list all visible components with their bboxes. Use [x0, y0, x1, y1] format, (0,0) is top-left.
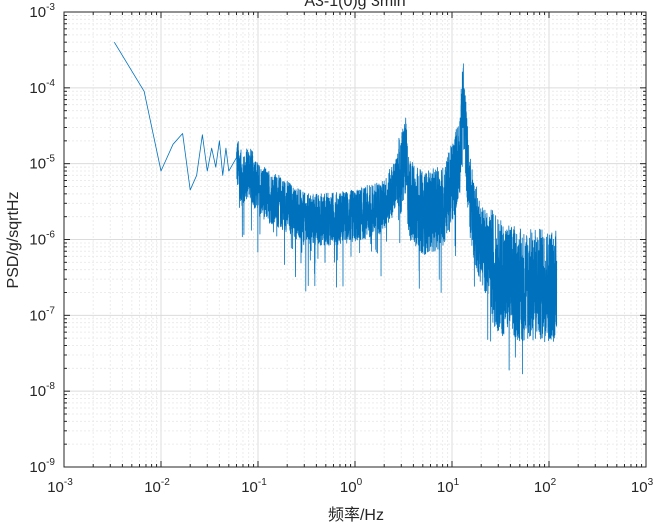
x-tick-label: 101: [437, 477, 460, 496]
y-tick-label: 10-8: [29, 381, 55, 400]
x-axis-label: 频率/Hz: [328, 506, 384, 524]
x-tick-label: 10-2: [144, 477, 170, 496]
y-tick-label: 10-5: [29, 154, 55, 173]
x-tick-label: 10-1: [241, 477, 267, 496]
y-axis-label: PSD/g/sqrtHz: [5, 192, 22, 289]
x-tick-label: 10-3: [47, 477, 73, 496]
data-layer: [113, 41, 558, 375]
y-tick-label: 10-9: [29, 457, 55, 476]
y-tick-label: 10-7: [29, 305, 55, 324]
y-tick-label: 10-6: [29, 230, 55, 249]
tick-labels: 10-3 10-2 10-1 100 101 102 103 10-9 10-8 10-7 10-6…: [29, 2, 653, 496]
psd-series-line: [113, 41, 558, 375]
y-tick-label: 10-4: [29, 78, 55, 97]
y-tick-label: 10-3: [29, 2, 55, 21]
x-tick-label: 100: [340, 477, 363, 496]
x-tick-label: 102: [534, 477, 557, 496]
chart-title: A3-1(0)g 3min: [304, 0, 405, 10]
x-tick-label: 103: [631, 477, 654, 496]
ticks: [63, 11, 647, 468]
